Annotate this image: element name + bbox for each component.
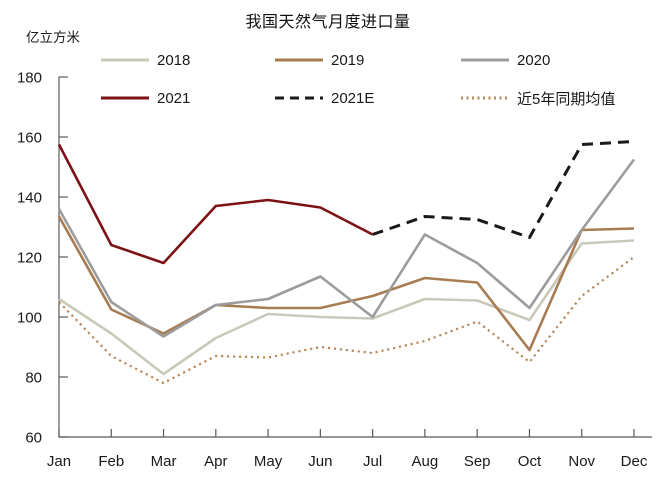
x-axis-label: Nov — [568, 453, 595, 470]
legend-item-2018: 2018 — [100, 51, 190, 69]
y-axis-label: 120 — [17, 250, 42, 267]
x-axis-label: Jul — [363, 453, 382, 470]
legend-item-近5年同期均值: 近5年同期均值 — [460, 89, 616, 108]
y-axis-label: 140 — [17, 190, 42, 207]
x-axis-label: Dec — [621, 453, 648, 470]
series-line-2020 — [57, 158, 636, 338]
x-axis-label: Apr — [204, 453, 227, 470]
y-axis-unit-label: 亿立方米 — [26, 30, 80, 45]
legend-label: 近5年同期均值 — [517, 90, 616, 108]
series-line-2021 — [57, 143, 374, 265]
x-axis-label: Aug — [412, 453, 439, 470]
legend-label: 2021 — [157, 89, 191, 107]
y-axis-label: 160 — [17, 130, 42, 147]
legend-label: 2018 — [157, 51, 191, 69]
legend-swatch-solid — [101, 96, 149, 100]
legend-item-2020: 2020 — [460, 51, 550, 69]
series-line-2019 — [57, 215, 635, 352]
legend-swatch-solid — [461, 58, 509, 62]
series-line-近5年同期均值 — [58, 256, 635, 385]
legend-item-2021E: 2021E — [274, 89, 374, 107]
x-axis-label: Jun — [308, 453, 332, 470]
y-axis-label: 60 — [25, 430, 42, 447]
legend-label: 2020 — [517, 51, 551, 69]
chart-title: 我国天然气月度进口量 — [245, 14, 411, 31]
legend-swatch-dashed — [275, 96, 323, 100]
legend-item-2021: 2021 — [100, 89, 190, 107]
legend-swatch-dotted — [461, 96, 509, 100]
legend-swatch-solid — [275, 58, 323, 62]
series-line-2018 — [58, 239, 635, 376]
x-axis-label: Sep — [464, 453, 491, 470]
y-axis-label: 180 — [17, 70, 42, 87]
y-axis-label: 100 — [17, 310, 42, 327]
x-axis-label: Mar — [151, 453, 177, 470]
x-axis-label: Jan — [47, 453, 71, 470]
x-axis-label: Feb — [98, 453, 124, 470]
y-axis-label: 80 — [25, 370, 42, 387]
legend-swatch-solid — [101, 58, 149, 62]
x-axis-label: Oct — [518, 453, 542, 470]
x-axis-label: May — [254, 453, 283, 470]
legend-label: 2021E — [331, 89, 375, 107]
series-line-2021E — [372, 140, 635, 239]
legend-label: 2019 — [331, 51, 365, 69]
legend-item-2019: 2019 — [274, 51, 364, 69]
